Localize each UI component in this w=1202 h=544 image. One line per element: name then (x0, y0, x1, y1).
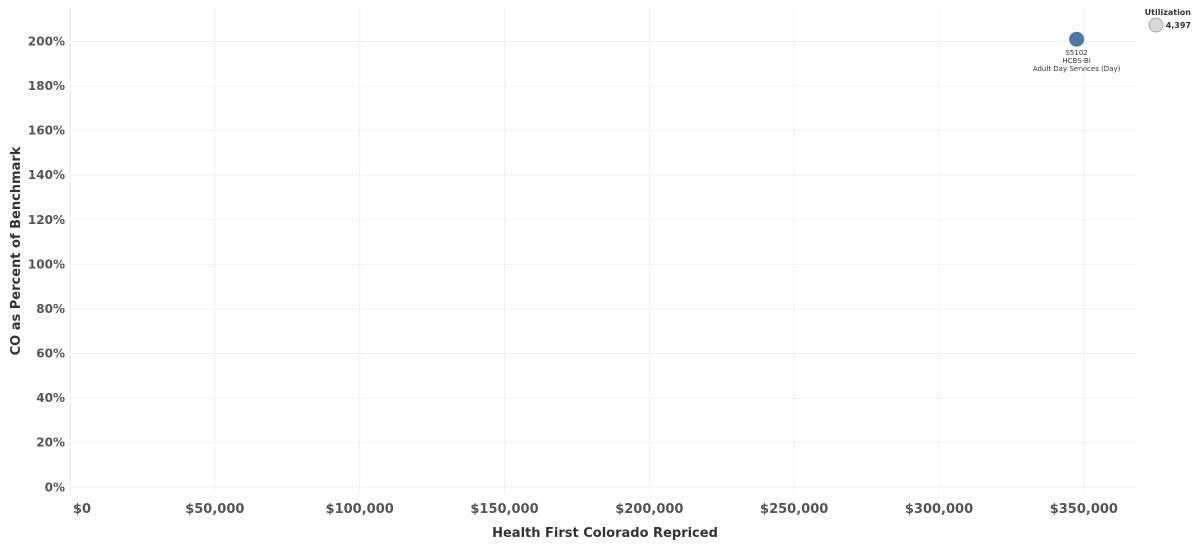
x-tick-labels: $0 $50,000 $100,000 $150,000 $200,000 $250,00… (73, 502, 1118, 517)
point-label-line: S5102 (1065, 49, 1087, 57)
y-tick-label: 40% (36, 391, 65, 405)
y-axis-title: CO as Percent of Benchmark (9, 146, 24, 355)
y-tick-label: 120% (28, 213, 65, 227)
y-tick-label: 160% (28, 124, 65, 138)
point-label-line: HCBS-BI (1062, 57, 1090, 65)
x-tick-label: $200,000 (615, 502, 683, 517)
legend-size-value: 4,397 (1166, 21, 1191, 30)
x-tick-label: $150,000 (470, 502, 538, 517)
y-tick-labels: 0% 20% 40% 60% 80% 100% 120% 140% 160% 180% 200% (28, 34, 65, 494)
y-tick-label: 60% (36, 347, 65, 361)
x-tick-label: $250,000 (760, 502, 828, 517)
x-tick-label: $100,000 (326, 502, 394, 517)
scatter-point[interactable] (1069, 31, 1085, 47)
x-tick-label: $300,000 (905, 502, 973, 517)
legend-size-swatch (1148, 17, 1164, 33)
x-tick-label: $0 (73, 502, 91, 517)
x-tick-label: $350,000 (1050, 502, 1118, 517)
point-label-line: Adult Day Services (Day) (1033, 65, 1121, 73)
y-tick-label: 100% (28, 257, 65, 271)
legend-title: Utilization (1145, 8, 1192, 17)
y-tick-label: 180% (28, 79, 65, 93)
y-tick-label: 80% (36, 302, 65, 316)
grid-lines (69, 8, 1136, 494)
x-axis-title: Health First Colorado Repriced (492, 526, 718, 541)
y-tick-label: 0% (45, 480, 65, 494)
y-tick-label: 20% (36, 436, 65, 450)
legend: Utilization 4,397 (1145, 8, 1192, 33)
x-tick-label: $50,000 (185, 502, 244, 517)
y-tick-label: 200% (28, 34, 65, 48)
y-tick-label: 140% (28, 168, 65, 182)
